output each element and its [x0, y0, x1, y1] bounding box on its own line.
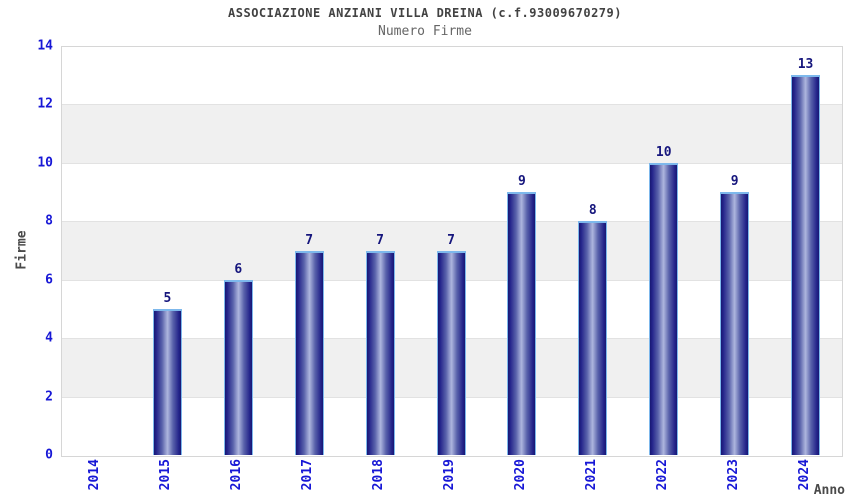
x-tick-label: 2020 [512, 459, 528, 491]
bar-value-label: 6 [234, 261, 243, 277]
x-tick-label: 2023 [725, 459, 741, 491]
gridline [62, 104, 842, 106]
x-tick-label: 2018 [371, 459, 387, 491]
x-tick-label: 2022 [654, 459, 670, 491]
y-tick-label: 2 [45, 389, 53, 405]
x-tick-label: 2019 [442, 459, 457, 491]
bar-value-label: 13 [797, 57, 814, 73]
chart-subtitle: Numero Firme [378, 24, 472, 39]
bar-value-label: 8 [588, 203, 597, 219]
x-tick-label: 2016 [229, 459, 245, 491]
bar-2019 [436, 250, 466, 455]
bar-2022 [649, 162, 679, 455]
bar-2020 [507, 192, 537, 455]
bar-2021 [578, 221, 608, 455]
y-tick-label: 14 [37, 38, 53, 54]
y-tick-label: 0 [45, 447, 53, 463]
y-tick-label: 8 [45, 213, 53, 229]
grid-band [62, 105, 842, 164]
x-tick-label: 2021 [583, 459, 599, 491]
bar-value-label: 9 [517, 174, 526, 190]
gridline [62, 162, 842, 164]
y-tick-label: 4 [45, 330, 53, 346]
bar-value-label: 10 [655, 144, 672, 160]
bar-2024 [791, 75, 821, 455]
gridline [62, 221, 842, 223]
x-tick-label: 2024 [796, 459, 812, 491]
x-axis-label: Anno [813, 483, 845, 498]
x-tick-label: 2014 [87, 459, 103, 491]
bar-value-label: 7 [376, 232, 384, 248]
bar-2017 [294, 250, 324, 455]
bar-2015 [152, 308, 182, 455]
grid-band [62, 47, 842, 106]
bar-2023 [720, 192, 750, 455]
bar-2018 [365, 250, 395, 455]
y-tick-label: 10 [37, 155, 53, 171]
bar-value-label: 7 [305, 232, 314, 248]
x-tick-label: 2017 [300, 459, 316, 491]
y-tick-label: 6 [45, 272, 53, 288]
bar-value-label: 5 [163, 290, 172, 306]
x-tick-label: 2015 [158, 459, 174, 491]
bar-value-label: 7 [447, 232, 455, 248]
chart-title: ASSOCIAZIONE ANZIANI VILLA DREINA (c.f.9… [228, 6, 622, 20]
plot-area [61, 46, 843, 457]
y-axis-label: Firme [14, 230, 30, 270]
bar-value-label: 9 [730, 174, 739, 190]
y-tick-label: 12 [37, 96, 53, 112]
grid-band [62, 163, 842, 223]
bar-2016 [223, 279, 253, 455]
